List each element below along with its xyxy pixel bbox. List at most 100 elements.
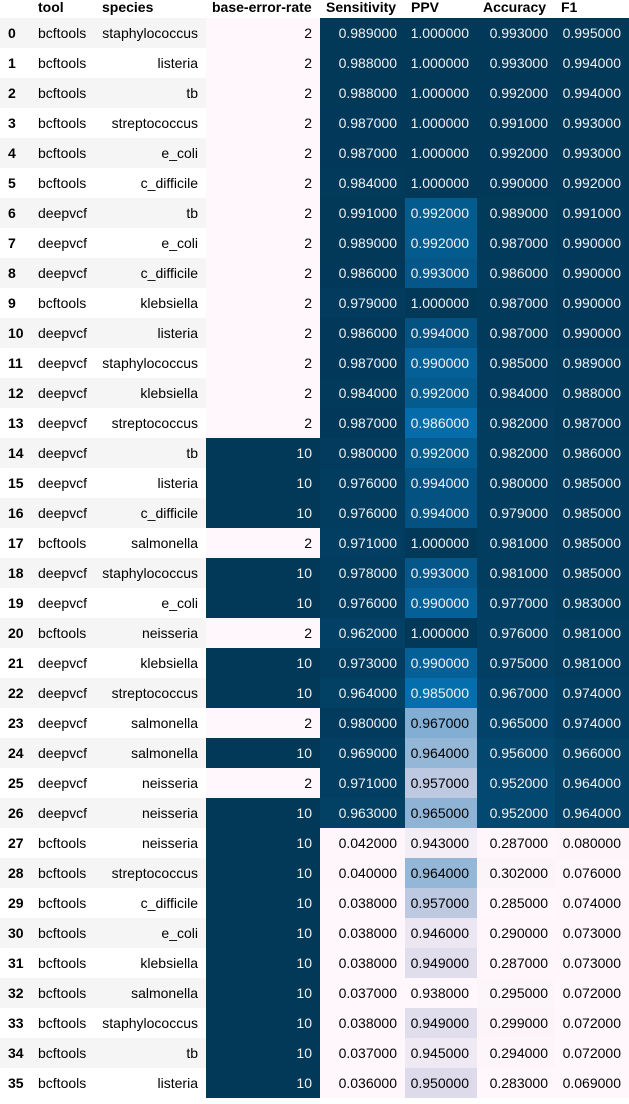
table-row: 30 bcftools e_coli 10 0.038000 0.946000 0.2900…: [0, 918, 629, 948]
species-cell: tb: [186, 205, 198, 221]
base-error-rate-cell: 2: [206, 228, 320, 258]
sensitivity-cell: 0.037000: [320, 978, 405, 1008]
row-index: 6: [8, 205, 16, 221]
tool-cell: bcftools: [38, 1045, 87, 1061]
base-error-rate-cell: 10: [206, 888, 320, 918]
tool-cell: deepvcf: [38, 745, 88, 761]
table-row: 19 deepvcf e_coli 10 0.976000 0.990000 0.97700…: [0, 588, 629, 618]
ppv-cell: 0.992000: [405, 198, 477, 228]
row-index: 25: [8, 775, 24, 791]
base-error-rate-cell: 2: [206, 48, 320, 78]
header-species: species: [102, 0, 154, 15]
ppv-cell: 0.994000: [405, 318, 477, 348]
sensitivity-cell: 0.991000: [320, 198, 405, 228]
species-cell: listeria: [157, 325, 198, 341]
table-row: 26 deepvcf neisseria 10 0.963000 0.965000 0.95…: [0, 798, 629, 828]
f1-cell: 0.072000: [555, 1038, 629, 1068]
species-cell: e_coli: [161, 925, 198, 941]
f1-cell: 0.966000: [555, 738, 629, 768]
sensitivity-cell: 0.976000: [320, 588, 405, 618]
sensitivity-cell: 0.986000: [320, 318, 405, 348]
species-cell: streptococcus: [111, 115, 198, 131]
sensitivity-cell: 0.988000: [320, 48, 405, 78]
sensitivity-cell: 0.969000: [320, 738, 405, 768]
sensitivity-cell: 0.980000: [320, 438, 405, 468]
row-index: 20: [8, 625, 24, 641]
row-index: 14: [8, 445, 24, 461]
base-error-rate-cell: 2: [206, 198, 320, 228]
table-row: 16 deepvcf c_difficile 10 0.976000 0.994000 0.…: [0, 498, 629, 528]
f1-cell: 0.994000: [555, 78, 629, 108]
species-cell: klebsiella: [140, 295, 198, 311]
f1-cell: 0.985000: [555, 498, 629, 528]
table-row: 13 deepvcf streptococcus 2 0.987000 0.986000 0…: [0, 408, 629, 438]
species-cell: staphylococcus: [102, 1015, 198, 1031]
sensitivity-cell: 0.038000: [320, 918, 405, 948]
header-accuracy: Accuracy: [483, 0, 547, 15]
base-error-rate-cell: 10: [206, 648, 320, 678]
ppv-cell: 1.000000: [405, 618, 477, 648]
sensitivity-cell: 0.984000: [320, 168, 405, 198]
f1-cell: 0.993000: [555, 138, 629, 168]
table-row: 23 deepvcf salmonella 2 0.980000 0.967000 0.96…: [0, 708, 629, 738]
accuracy-cell: 0.977000: [477, 588, 555, 618]
f1-cell: 0.986000: [555, 438, 629, 468]
base-error-rate-cell: 2: [206, 318, 320, 348]
base-error-rate-cell: 2: [206, 288, 320, 318]
accuracy-cell: 0.290000: [477, 918, 555, 948]
ppv-cell: 0.957000: [405, 768, 477, 798]
sensitivity-cell: 0.038000: [320, 948, 405, 978]
tool-cell: deepvcf: [38, 805, 88, 821]
sensitivity-cell: 0.989000: [320, 18, 405, 48]
ppv-cell: 0.949000: [405, 1008, 477, 1038]
sensitivity-cell: 0.964000: [320, 678, 405, 708]
base-error-rate-cell: 2: [206, 408, 320, 438]
tool-cell: deepvcf: [38, 385, 88, 401]
tool-cell: deepvcf: [38, 235, 88, 251]
base-error-rate-cell: 10: [206, 918, 320, 948]
species-cell: e_coli: [161, 235, 198, 251]
species-cell: c_difficile: [140, 175, 198, 191]
species-cell: listeria: [157, 475, 198, 491]
f1-cell: 0.985000: [555, 558, 629, 588]
sensitivity-cell: 0.037000: [320, 1038, 405, 1068]
f1-cell: 0.990000: [555, 318, 629, 348]
f1-cell: 0.990000: [555, 288, 629, 318]
ppv-cell: 1.000000: [405, 78, 477, 108]
row-index: 4: [8, 145, 16, 161]
row-index: 26: [8, 805, 24, 821]
species-cell: listeria: [157, 55, 198, 71]
sensitivity-cell: 0.040000: [320, 858, 405, 888]
ppv-cell: 0.992000: [405, 228, 477, 258]
table-row: 11 deepvcf staphylococcus 2 0.987000 0.990000…: [0, 348, 629, 378]
sensitivity-cell: 0.973000: [320, 648, 405, 678]
ppv-cell: 0.965000: [405, 798, 477, 828]
f1-cell: 0.985000: [555, 468, 629, 498]
tool-cell: bcftools: [38, 55, 87, 71]
tool-cell: bcftools: [38, 925, 87, 941]
accuracy-cell: 0.952000: [477, 798, 555, 828]
tool-cell: bcftools: [38, 535, 87, 551]
row-index: 10: [8, 325, 24, 341]
f1-cell: 0.983000: [555, 588, 629, 618]
row-index: 13: [8, 415, 24, 431]
row-index: 30: [8, 925, 24, 941]
ppv-cell: 0.964000: [405, 858, 477, 888]
ppv-cell: 1.000000: [405, 138, 477, 168]
row-index: 28: [8, 865, 24, 881]
sensitivity-cell: 0.988000: [320, 78, 405, 108]
ppv-cell: 0.957000: [405, 888, 477, 918]
species-cell: listeria: [157, 1075, 198, 1091]
tool-cell: bcftools: [38, 145, 87, 161]
species-cell: streptococcus: [111, 415, 198, 431]
row-index: 0: [8, 25, 16, 41]
f1-cell: 0.074000: [555, 888, 629, 918]
species-cell: tb: [186, 445, 198, 461]
table-row: 8 deepvcf c_difficile 2 0.986000 0.993000 0.98…: [0, 258, 629, 288]
base-error-rate-cell: 2: [206, 768, 320, 798]
accuracy-cell: 0.979000: [477, 498, 555, 528]
f1-cell: 0.073000: [555, 918, 629, 948]
ppv-cell: 0.990000: [405, 648, 477, 678]
f1-cell: 0.990000: [555, 258, 629, 288]
accuracy-cell: 0.294000: [477, 1038, 555, 1068]
